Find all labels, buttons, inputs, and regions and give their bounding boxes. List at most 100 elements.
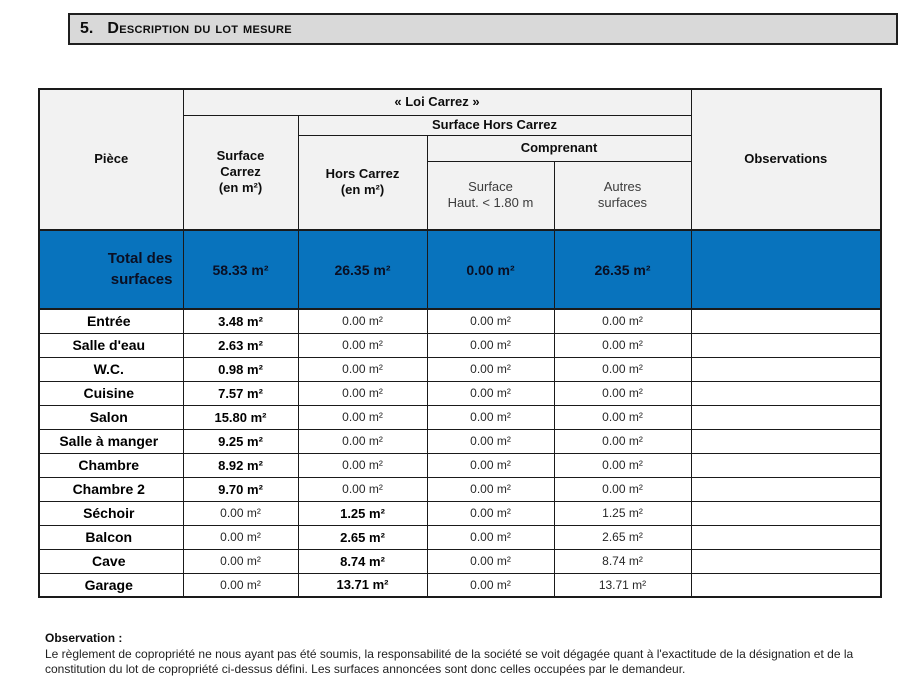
- observation-label: Observation :: [45, 631, 123, 645]
- table-row: Entrée 3.48 m² 0.00 m² 0.00 m² 0.00 m²: [38, 308, 882, 334]
- hors-carrez-cell: 0.00 m²: [297, 476, 428, 502]
- surface-carrez-cell: 0.00 m²: [182, 524, 299, 550]
- room-name-cell: Cuisine: [38, 380, 184, 406]
- lot-surfaces-table: Pièce « Loi Carrez » Observations Surfac…: [38, 88, 882, 598]
- column-header-surface-hors-carrez: Surface Hors Carrez: [297, 114, 692, 136]
- observations-cell: [690, 524, 882, 550]
- hors-carrez-cell: 13.71 m²: [297, 572, 428, 598]
- autres-surfaces-cell: 0.00 m²: [553, 452, 692, 478]
- hors-carrez-cell: 0.00 m²: [297, 428, 428, 454]
- total-autres-surfaces: 26.35 m²: [553, 229, 692, 310]
- surface-carrez-cell: 8.92 m²: [182, 452, 299, 478]
- autres-surfaces-cell: 1.25 m²: [553, 500, 692, 526]
- surface-haut-cell: 0.00 m²: [426, 356, 555, 382]
- surface-carrez-cell: 9.70 m²: [182, 476, 299, 502]
- observations-cell: [690, 404, 882, 430]
- surface-haut-cell: 0.00 m²: [426, 524, 555, 550]
- surface-haut-cell: 0.00 m²: [426, 380, 555, 406]
- surface-haut-cell: 0.00 m²: [426, 572, 555, 598]
- surface-carrez-cell: 0.00 m²: [182, 500, 299, 526]
- observations-cell: [690, 476, 882, 502]
- hors-carrez-cell: 0.00 m²: [297, 380, 428, 406]
- column-header-hors-carrez: Hors Carrez (en m²): [297, 134, 428, 231]
- autres-surfaces-cell: 0.00 m²: [553, 356, 692, 382]
- surface-carrez-cell: 7.57 m²: [182, 380, 299, 406]
- section-title: Description du lot mesure: [107, 20, 292, 37]
- total-row: Total des surfaces 58.33 m² 26.35 m² 0.0…: [38, 229, 882, 310]
- observations-cell: [690, 332, 882, 358]
- autres-surfaces-cell: 0.00 m²: [553, 404, 692, 430]
- column-header-loi-carrez: « Loi Carrez »: [182, 88, 692, 116]
- hors-carrez-cell: 1.25 m²: [297, 500, 428, 526]
- surface-carrez-cell: 0.00 m²: [182, 572, 299, 598]
- autres-surfaces-cell: 0.00 m²: [553, 308, 692, 334]
- room-name-cell: Salon: [38, 404, 184, 430]
- table-row: Chambre 8.92 m² 0.00 m² 0.00 m² 0.00 m²: [38, 452, 882, 478]
- room-name-cell: W.C.: [38, 356, 184, 382]
- room-name-cell: Séchoir: [38, 500, 184, 526]
- observations-cell: [690, 452, 882, 478]
- autres-surfaces-cell: 8.74 m²: [553, 548, 692, 574]
- surface-carrez-cell: 15.80 m²: [182, 404, 299, 430]
- room-name-cell: Cave: [38, 548, 184, 574]
- observations-cell: [690, 380, 882, 406]
- table-body: Entrée 3.48 m² 0.00 m² 0.00 m² 0.00 m² S…: [38, 308, 882, 598]
- hors-carrez-cell: 8.74 m²: [297, 548, 428, 574]
- observations-cell: [690, 500, 882, 526]
- observations-cell: [690, 308, 882, 334]
- table-row: W.C. 0.98 m² 0.00 m² 0.00 m² 0.00 m²: [38, 356, 882, 382]
- surface-carrez-cell: 0.98 m²: [182, 356, 299, 382]
- room-name-cell: Entrée: [38, 308, 184, 334]
- room-name-cell: Chambre: [38, 452, 184, 478]
- hors-carrez-cell: 0.00 m²: [297, 356, 428, 382]
- surface-carrez-cell: 0.00 m²: [182, 548, 299, 574]
- surface-carrez-cell: 2.63 m²: [182, 332, 299, 358]
- column-header-comprenant: Comprenant: [426, 134, 692, 162]
- observation-note: Observation : Le règlement de copropriét…: [45, 631, 893, 677]
- autres-surfaces-cell: 0.00 m²: [553, 380, 692, 406]
- autres-surfaces-cell: 0.00 m²: [553, 332, 692, 358]
- table-row: Balcon 0.00 m² 2.65 m² 0.00 m² 2.65 m²: [38, 524, 882, 550]
- surface-haut-cell: 0.00 m²: [426, 332, 555, 358]
- column-header-surface-carrez: Surface Carrez (en m²): [182, 114, 299, 231]
- autres-surfaces-cell: 13.71 m²: [553, 572, 692, 598]
- surface-haut-cell: 0.00 m²: [426, 476, 555, 502]
- surface-haut-cell: 0.00 m²: [426, 404, 555, 430]
- total-hors-carrez: 26.35 m²: [297, 229, 428, 310]
- column-header-surface-haut: Surface Haut. < 1.80 m: [426, 160, 555, 231]
- table-row: Garage 0.00 m² 13.71 m² 0.00 m² 13.71 m²: [38, 572, 882, 598]
- surface-haut-cell: 0.00 m²: [426, 500, 555, 526]
- autres-surfaces-cell: 0.00 m²: [553, 428, 692, 454]
- room-name-cell: Garage: [38, 572, 184, 598]
- table-header: Pièce « Loi Carrez » Observations Surfac…: [38, 88, 882, 231]
- table-row: Cave 0.00 m² 8.74 m² 0.00 m² 8.74 m²: [38, 548, 882, 574]
- column-header-autres-surfaces: Autres surfaces: [553, 160, 692, 231]
- total-surface-carrez: 58.33 m²: [182, 229, 299, 310]
- autres-surfaces-cell: 0.00 m²: [553, 476, 692, 502]
- total-surface-haut: 0.00 m²: [426, 229, 555, 310]
- table-row: Salle d'eau 2.63 m² 0.00 m² 0.00 m² 0.00…: [38, 332, 882, 358]
- hors-carrez-cell: 0.00 m²: [297, 452, 428, 478]
- table-row: Cuisine 7.57 m² 0.00 m² 0.00 m² 0.00 m²: [38, 380, 882, 406]
- room-name-cell: Salle à manger: [38, 428, 184, 454]
- column-header-piece: Pièce: [38, 88, 184, 231]
- hors-carrez-cell: 0.00 m²: [297, 404, 428, 430]
- observations-cell: [690, 428, 882, 454]
- surface-haut-cell: 0.00 m²: [426, 548, 555, 574]
- room-name-cell: Chambre 2: [38, 476, 184, 502]
- table-row: Chambre 2 9.70 m² 0.00 m² 0.00 m² 0.00 m…: [38, 476, 882, 502]
- column-header-observations: Observations: [690, 88, 882, 231]
- hors-carrez-cell: 2.65 m²: [297, 524, 428, 550]
- observations-cell: [690, 548, 882, 574]
- hors-carrez-cell: 0.00 m²: [297, 308, 428, 334]
- autres-surfaces-cell: 2.65 m²: [553, 524, 692, 550]
- room-name-cell: Salle d'eau: [38, 332, 184, 358]
- surface-carrez-cell: 3.48 m²: [182, 308, 299, 334]
- table-row: Salon 15.80 m² 0.00 m² 0.00 m² 0.00 m²: [38, 404, 882, 430]
- section-number: 5.: [80, 20, 94, 37]
- table-row: Salle à manger 9.25 m² 0.00 m² 0.00 m² 0…: [38, 428, 882, 454]
- observation-text: Le règlement de copropriété ne nous ayan…: [45, 647, 854, 676]
- surface-haut-cell: 0.00 m²: [426, 308, 555, 334]
- total-label: Total des surfaces: [38, 229, 184, 310]
- total-observations: [690, 229, 882, 310]
